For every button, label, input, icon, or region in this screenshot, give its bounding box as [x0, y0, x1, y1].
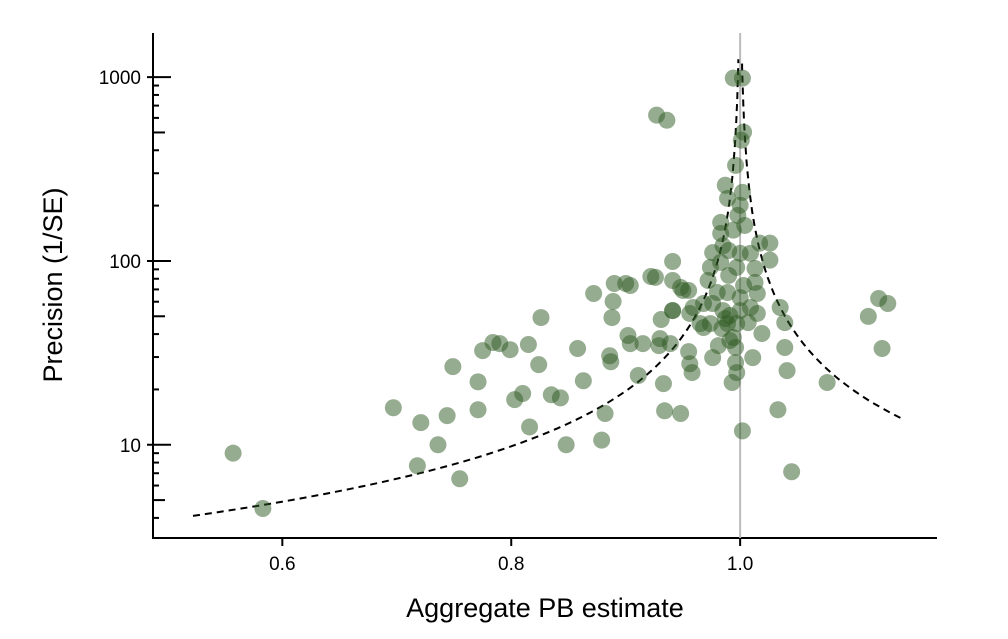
data-point	[438, 407, 456, 425]
data-point	[593, 431, 611, 449]
data-point	[732, 131, 750, 149]
data-point	[873, 339, 891, 357]
data-point	[652, 311, 670, 329]
data-point	[859, 307, 877, 325]
data-point	[224, 444, 242, 462]
data-point	[672, 404, 690, 422]
data-point	[721, 332, 739, 350]
data-point	[530, 356, 548, 374]
data-point	[778, 362, 796, 380]
data-point	[664, 302, 682, 320]
data-point	[429, 436, 447, 454]
data-point	[691, 315, 709, 333]
x-tick-label: 1.0	[727, 554, 753, 575]
data-point	[783, 463, 801, 481]
data-point	[469, 401, 487, 419]
data-point	[680, 281, 698, 299]
data-point	[621, 335, 639, 353]
data-point	[514, 385, 532, 403]
data-point	[724, 221, 742, 239]
x-axis-title: Aggregate PB estimate	[406, 593, 684, 623]
data-point	[771, 299, 789, 317]
data-point	[748, 285, 766, 303]
data-point	[646, 268, 664, 286]
data-points	[224, 69, 897, 518]
axes: 10 100 1000 0.6 0.8 1.0	[99, 33, 937, 575]
data-point	[716, 176, 734, 194]
data-point	[713, 320, 731, 338]
data-point	[654, 375, 672, 393]
data-point	[664, 253, 682, 271]
data-point	[683, 364, 701, 382]
data-point	[733, 183, 751, 201]
data-point	[733, 422, 751, 440]
data-point	[384, 399, 402, 417]
data-point	[501, 341, 519, 359]
data-point	[719, 189, 737, 207]
x-tick-label: 0.8	[498, 554, 524, 575]
data-point	[596, 404, 614, 422]
funnel-lines	[192, 59, 901, 517]
data-point	[761, 234, 779, 252]
data-point	[723, 374, 741, 392]
data-point	[727, 156, 745, 174]
data-point	[656, 402, 674, 420]
data-point	[712, 253, 730, 271]
data-point	[704, 349, 722, 367]
data-point	[744, 349, 762, 367]
data-point	[621, 277, 639, 295]
data-point	[746, 259, 764, 277]
data-point	[634, 335, 652, 353]
data-point	[412, 414, 430, 432]
y-tick-label: 100	[109, 252, 141, 273]
data-point	[521, 418, 539, 436]
data-point	[699, 271, 717, 289]
data-point	[818, 374, 836, 392]
funnel-left-boundary	[192, 59, 740, 517]
data-point	[532, 309, 550, 327]
data-point	[602, 353, 620, 371]
data-point	[557, 436, 575, 454]
data-point	[585, 285, 603, 303]
data-point	[664, 271, 682, 289]
data-point	[753, 324, 771, 342]
data-point	[604, 292, 622, 310]
data-point	[776, 339, 794, 357]
data-point	[551, 389, 569, 407]
data-point	[254, 500, 272, 518]
data-point	[451, 470, 469, 488]
y-axis-title: Precision (1/SE)	[38, 187, 68, 382]
data-point	[739, 314, 757, 332]
y-tick-label: 1000	[99, 68, 141, 89]
data-point	[879, 294, 897, 312]
x-tick-label: 0.6	[269, 554, 295, 575]
data-point	[776, 314, 794, 332]
data-point	[733, 69, 751, 87]
data-point	[658, 111, 676, 129]
data-point	[720, 266, 738, 284]
data-point	[629, 367, 647, 385]
data-point	[408, 457, 426, 475]
data-point	[574, 372, 592, 390]
y-tick-label: 10	[120, 436, 141, 457]
data-point	[603, 309, 621, 327]
data-point	[661, 335, 679, 353]
data-point	[519, 336, 537, 354]
data-point	[761, 251, 779, 269]
data-point	[569, 339, 587, 357]
data-point	[469, 373, 487, 391]
data-point	[769, 401, 787, 419]
data-point	[444, 358, 462, 376]
